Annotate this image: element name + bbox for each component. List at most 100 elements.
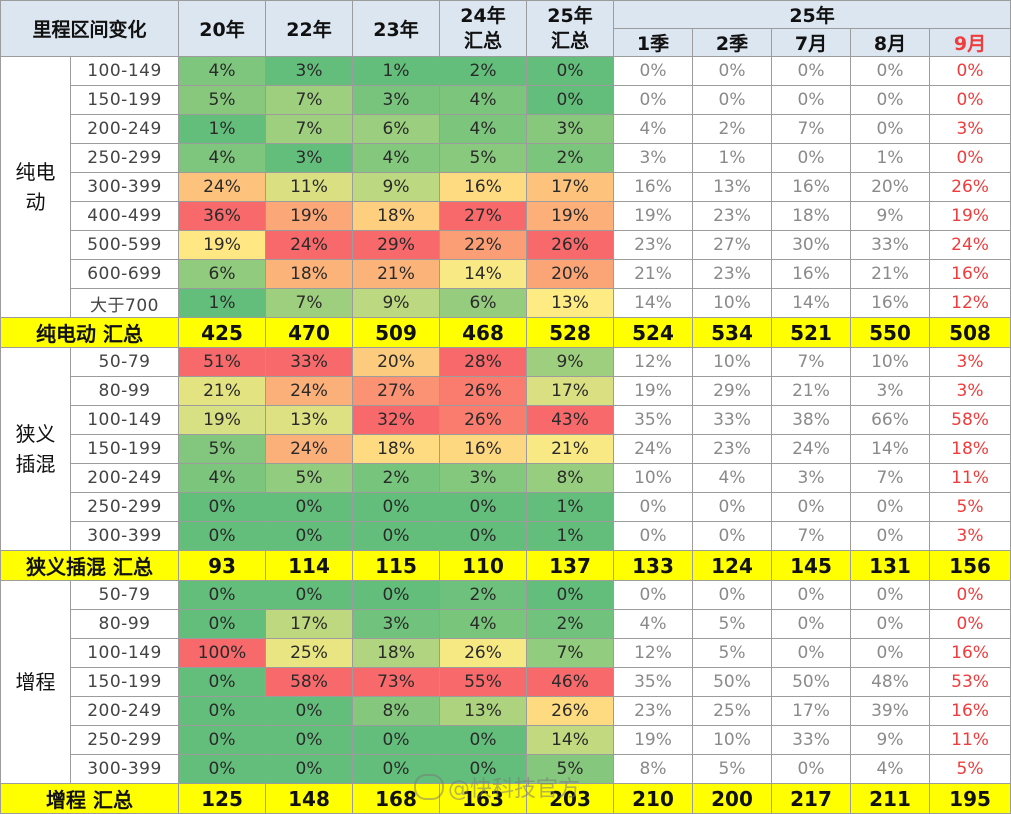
data-cell: 4% bbox=[613, 114, 694, 144]
data-cell: 8% bbox=[526, 463, 615, 493]
total-row: 狭义插混 汇总 93 114 115 110 137 133 124 145 131 156 bbox=[0, 550, 1011, 581]
data-cell: 17% bbox=[265, 609, 354, 639]
data-cell: 0% bbox=[439, 492, 528, 522]
data-cell: 0% bbox=[929, 609, 1011, 639]
data-cell: 32% bbox=[352, 405, 441, 435]
range-label: 250-299 bbox=[69, 725, 180, 755]
data-cell: 1% bbox=[178, 288, 267, 318]
data-cell: 21% bbox=[771, 376, 852, 406]
data-cell: 16% bbox=[929, 638, 1011, 668]
table-row: 400-499 36% 19% 18% 27% 19% 19% 23% 18% 9% 19% bbox=[1, 201, 1011, 231]
data-cell: 9% bbox=[850, 201, 931, 231]
data-cell: 24% bbox=[265, 376, 354, 406]
data-cell: 5% bbox=[692, 609, 773, 639]
range-label: 100-149 bbox=[69, 405, 180, 435]
data-cell: 0% bbox=[692, 56, 773, 86]
range-label: 大于700 bbox=[69, 288, 180, 318]
data-cell: 0% bbox=[526, 580, 615, 610]
data-cell: 55% bbox=[439, 667, 528, 697]
data-cell: 18% bbox=[352, 638, 441, 668]
table-row: 100-149 19% 13% 32% 26% 43% 35% 33% 38% 66% 58% bbox=[1, 405, 1011, 435]
data-cell: 26% bbox=[526, 696, 615, 726]
data-cell: 36% bbox=[178, 201, 267, 231]
data-cell: 50% bbox=[771, 667, 852, 697]
data-cell: 0% bbox=[352, 521, 441, 551]
data-cell: 1% bbox=[526, 521, 615, 551]
data-cell: 0% bbox=[439, 521, 528, 551]
total-cell: 145 bbox=[771, 550, 852, 581]
data-cell: 24% bbox=[771, 434, 852, 464]
data-cell: 23% bbox=[692, 434, 773, 464]
group-label: 狭义插混 bbox=[0, 347, 71, 551]
total-cell: 211 bbox=[850, 783, 931, 814]
table-row: 狭义插混 50-79 51% 33% 20% 28% 9% 12% 10% 7% 10% 3% bbox=[0, 347, 1011, 551]
data-cell: 16% bbox=[613, 172, 694, 202]
data-cell: 27% bbox=[439, 201, 528, 231]
range-label: 100-149 bbox=[69, 56, 180, 86]
data-cell: 6% bbox=[178, 259, 267, 289]
table-row: 大于700 1% 7% 9% 6% 13% 14% 10% 14% 16% 12% bbox=[1, 288, 1011, 318]
range-label: 250-299 bbox=[69, 143, 180, 173]
range-label: 500-599 bbox=[69, 230, 180, 260]
table-row: 200-249 4% 5% 2% 3% 8% 10% 4% 3% 7% 11% bbox=[1, 463, 1011, 493]
data-cell: 0% bbox=[692, 580, 773, 610]
data-cell: 19% bbox=[265, 201, 354, 231]
data-cell: 5% bbox=[929, 492, 1011, 522]
data-cell: 23% bbox=[613, 230, 694, 260]
data-cell: 0% bbox=[771, 609, 852, 639]
data-cell: 18% bbox=[929, 434, 1011, 464]
data-cell: 26% bbox=[929, 172, 1011, 202]
range-label: 250-299 bbox=[69, 492, 180, 522]
data-cell: 0% bbox=[178, 521, 267, 551]
range-label: 150-199 bbox=[69, 667, 180, 697]
data-cell: 4% bbox=[178, 143, 267, 173]
data-cell: 18% bbox=[352, 434, 441, 464]
range-label: 100-149 bbox=[69, 638, 180, 668]
data-cell: 3% bbox=[929, 521, 1011, 551]
table-row: 300-399 0% 0% 0% 0% 1% 0% 0% 7% 0% 3% bbox=[1, 521, 1011, 551]
data-cell: 28% bbox=[439, 347, 528, 377]
total-cell: 210 bbox=[613, 783, 694, 814]
data-cell: 0% bbox=[265, 580, 354, 610]
data-cell: 3% bbox=[613, 143, 694, 173]
data-cell: 3% bbox=[439, 463, 528, 493]
col-header-jul: 7月 bbox=[771, 28, 852, 57]
data-cell: 48% bbox=[850, 667, 931, 697]
data-cell: 2% bbox=[439, 580, 528, 610]
data-cell: 17% bbox=[771, 696, 852, 726]
data-cell: 4% bbox=[439, 609, 528, 639]
data-cell: 0% bbox=[526, 85, 615, 115]
data-cell: 7% bbox=[771, 521, 852, 551]
data-cell: 8% bbox=[352, 696, 441, 726]
data-cell: 3% bbox=[265, 143, 354, 173]
data-cell: 19% bbox=[613, 201, 694, 231]
data-cell: 0% bbox=[850, 609, 931, 639]
total-cell: 521 bbox=[771, 317, 852, 348]
data-cell: 1% bbox=[178, 114, 267, 144]
col-header-24-total: 24年 汇总 bbox=[439, 0, 528, 57]
data-cell: 2% bbox=[439, 56, 528, 86]
total-cell: 93 bbox=[178, 550, 267, 581]
data-cell: 0% bbox=[613, 521, 694, 551]
data-cell: 4% bbox=[178, 463, 267, 493]
data-cell: 20% bbox=[352, 347, 441, 377]
data-cell: 0% bbox=[178, 696, 267, 726]
data-cell: 10% bbox=[692, 288, 773, 318]
data-cell: 21% bbox=[613, 259, 694, 289]
col-header-20: 20年 bbox=[178, 0, 267, 57]
group-label-text: 狭义插混 bbox=[15, 422, 56, 476]
data-cell: 53% bbox=[929, 667, 1011, 697]
data-cell: 0% bbox=[613, 580, 694, 610]
data-cell: 13% bbox=[265, 405, 354, 435]
group-label-text: 纯电动 bbox=[15, 160, 56, 214]
data-cell: 20% bbox=[526, 259, 615, 289]
table-row: 250-299 4% 3% 4% 5% 2% 3% 1% 0% 1% 0% bbox=[1, 143, 1011, 173]
data-cell: 0% bbox=[439, 725, 528, 755]
data-cell: 5% bbox=[526, 754, 615, 784]
total-cell: 148 bbox=[265, 783, 354, 814]
data-cell: 7% bbox=[265, 85, 354, 115]
data-cell: 18% bbox=[265, 259, 354, 289]
range-label: 150-199 bbox=[69, 434, 180, 464]
data-cell: 7% bbox=[265, 288, 354, 318]
data-cell: 3% bbox=[352, 609, 441, 639]
